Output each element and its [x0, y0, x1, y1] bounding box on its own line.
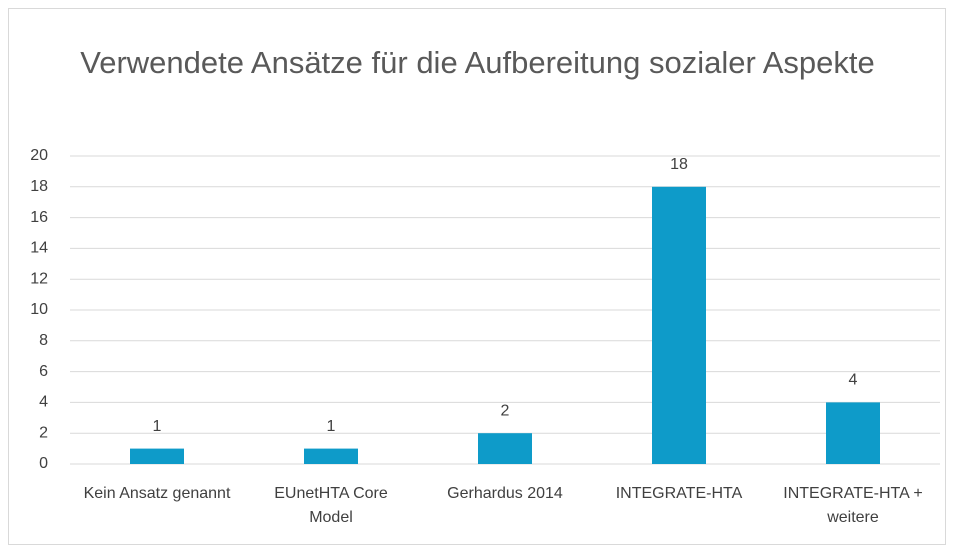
bar: [130, 448, 184, 464]
y-tick-label: 20: [30, 147, 48, 164]
data-label: 4: [849, 372, 858, 389]
data-label: 18: [670, 156, 688, 173]
data-label: 2: [501, 402, 510, 419]
x-tick-label: INTEGRATE-HTA: [615, 485, 743, 502]
y-tick-label: 10: [30, 301, 48, 318]
bar: [826, 402, 880, 464]
y-tick-label: 14: [30, 240, 48, 257]
chart-title: Verwendete Ansätze für die Aufbereitung …: [80, 45, 875, 80]
x-tick-label: INTEGRATE-HTA + weitere: [783, 485, 923, 526]
bar: [304, 448, 358, 464]
x-tick-label: Kein Ansatz genannt: [83, 485, 231, 502]
y-tick-label: 6: [39, 363, 48, 380]
x-tick-label: EUnetHTA Core Model: [274, 485, 388, 526]
y-tick-label: 0: [39, 455, 48, 472]
y-tick-label: 2: [39, 424, 48, 441]
x-tick-label: Gerhardus 2014: [447, 485, 563, 502]
bar: [478, 433, 532, 464]
y-tick-label: 12: [30, 270, 48, 287]
y-tick-label: 16: [30, 209, 48, 226]
data-label: 1: [327, 418, 336, 435]
y-tick-label: 18: [30, 178, 48, 195]
y-tick-label: 4: [39, 394, 48, 411]
data-label: 1: [153, 418, 162, 435]
bar: [652, 186, 706, 465]
y-tick-label: 8: [39, 332, 48, 349]
